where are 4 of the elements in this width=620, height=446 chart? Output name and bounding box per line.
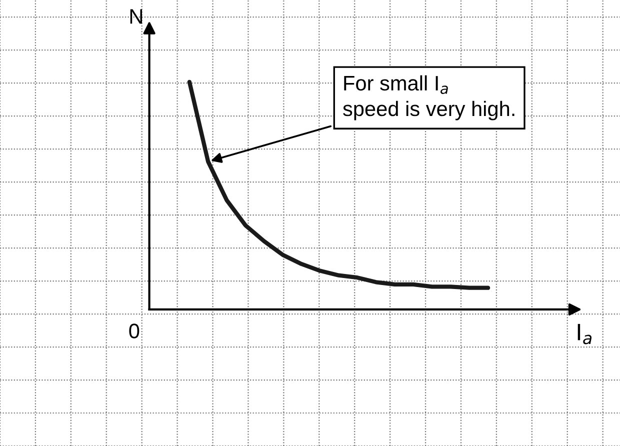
annotation: For small I$_{a}$ speed is very high. (343, 75, 514, 120)
y-axis-title: N (130, 9, 142, 24)
x-axis-title: I$_{a}$ (578, 324, 592, 344)
text: 0 (129, 324, 140, 338)
